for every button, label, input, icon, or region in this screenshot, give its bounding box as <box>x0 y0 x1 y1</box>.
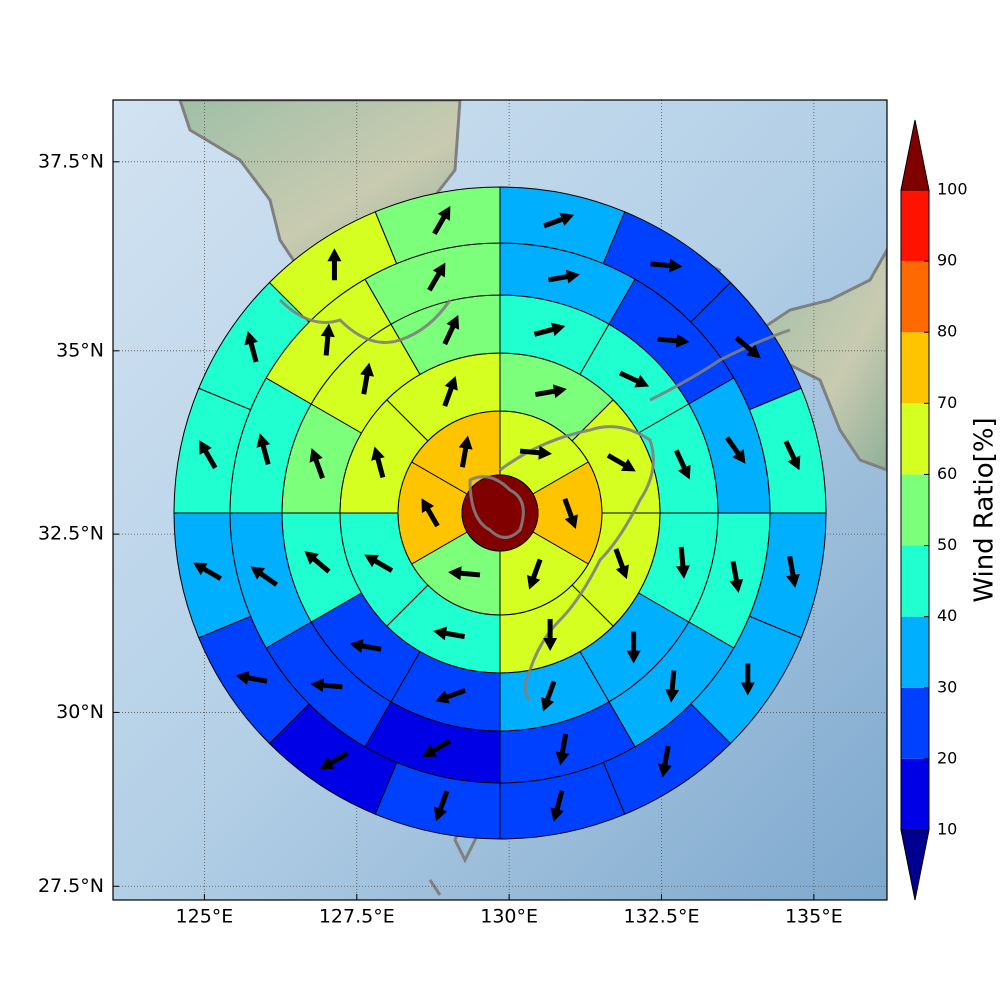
y-tick-label: 30°N <box>56 701 104 723</box>
wind-arrow <box>235 670 268 685</box>
y-tick-label: 37.5°N <box>38 150 104 172</box>
wind-arrow <box>540 680 557 712</box>
wind-arrow <box>320 323 335 356</box>
colorbar-tick-label: 30 <box>937 677 957 696</box>
y-tick-label: 35°N <box>56 339 104 361</box>
wind-arrow <box>533 322 566 337</box>
coastline <box>278 298 791 702</box>
wind-arrow <box>349 639 382 653</box>
wind-arrow <box>435 688 467 704</box>
wind-arrow <box>543 619 558 652</box>
wind-arrow <box>555 733 570 766</box>
wind-arrow <box>725 436 746 464</box>
wind-arrow <box>371 446 386 479</box>
colorbar-tick-label: 70 <box>937 393 957 412</box>
wind-arrow <box>360 362 374 395</box>
colorbar-tick-label: 40 <box>937 606 957 625</box>
colorbar-segment <box>901 758 929 830</box>
wind-arrow <box>199 440 218 470</box>
ticks: 125°E 127.5°E 130°E 132.5°E 135°E 27.5°N 30°N 3… <box>38 150 843 927</box>
wind-arrow <box>550 790 565 822</box>
wind-arrow <box>193 562 222 581</box>
wind-arrow <box>458 435 473 468</box>
wind-arrow <box>543 212 575 229</box>
wind-arrow <box>562 498 578 529</box>
wind-arrow <box>618 370 650 388</box>
x-tick-label: 132.5°E <box>624 906 700 928</box>
x-tick-label: 127.5°E <box>319 906 395 928</box>
wind-arrow <box>665 670 680 703</box>
colorbar-segment <box>901 545 929 617</box>
center-sector <box>461 474 539 552</box>
colorbar-segment <box>901 687 929 759</box>
wind-arrow <box>729 560 744 593</box>
wind-arrow <box>427 262 446 292</box>
wind-arrow <box>250 566 279 587</box>
wind-arrow <box>613 548 629 580</box>
colorbar-extend-max <box>900 119 930 191</box>
wind-arrow <box>547 269 580 284</box>
colorbar-extend-min <box>900 829 930 901</box>
colorbar: 10 20 30 40 50 60 70 80 90 100 Wind Ratio[%] <box>900 119 1000 901</box>
colorbar-segment <box>901 190 929 262</box>
x-tick-label: 125°E <box>176 906 234 928</box>
wind-arrow <box>442 315 460 346</box>
wind-arrow <box>519 445 552 460</box>
y-tick-label: 27.5°N <box>38 875 104 897</box>
wind-arrow <box>364 554 394 573</box>
wind-arrow <box>421 498 440 528</box>
wind-arrow <box>657 333 690 348</box>
wind-arrow <box>319 751 349 770</box>
colorbar-label: Wind Ratio[%] <box>970 417 1000 602</box>
colorbar-tick-label: 90 <box>937 251 957 270</box>
wind-arrow <box>256 433 271 465</box>
wind-arrow <box>740 663 755 696</box>
colorbar-tick-label: 60 <box>937 464 957 483</box>
sectors <box>173 186 827 840</box>
x-tick-label: 130°E <box>480 906 538 928</box>
wind-arrow <box>433 626 466 641</box>
wind-arrow <box>783 440 801 471</box>
wind-arrow <box>734 335 761 359</box>
colorbar-tick-label: 100 <box>937 180 968 199</box>
axes-frame <box>112 99 888 901</box>
wind-arrow <box>309 448 325 480</box>
colorbar-tick-label: 20 <box>937 748 957 767</box>
colorbar-tick-label: 50 <box>937 535 957 554</box>
wind-arrow <box>675 546 690 579</box>
colorbar-segment <box>901 474 929 546</box>
wind-arrow <box>606 453 636 472</box>
colorbar-frame <box>900 189 930 831</box>
wind-arrows <box>193 206 801 822</box>
wind-arrow <box>304 550 331 574</box>
colorbar-segment <box>901 332 929 404</box>
wind-arrow <box>650 258 683 273</box>
wind-arrow <box>786 555 800 588</box>
x-tick-label: 135°E <box>785 906 843 928</box>
wind-arrow <box>422 739 452 758</box>
wind-arrow <box>433 790 450 822</box>
wind-arrow <box>310 678 343 693</box>
wind-arrow <box>327 248 342 281</box>
colorbar-tick-label: 80 <box>937 322 957 341</box>
colorbar-tick-label: 10 <box>937 820 957 839</box>
wind-arrow <box>527 558 543 590</box>
y-tick-label: 32.5°N <box>38 523 104 545</box>
colorbar-segment <box>901 403 929 475</box>
wind-arrow <box>448 566 481 581</box>
wind-arrow <box>673 449 691 480</box>
wind-arrow <box>244 331 259 363</box>
colorbar-segment <box>901 616 929 688</box>
wind-arrow <box>626 631 641 664</box>
colorbar-segment <box>901 261 929 333</box>
wind-arrow <box>442 375 458 407</box>
wind-arrow <box>534 384 567 399</box>
wind-arrow <box>657 745 672 778</box>
wind-arrow <box>432 206 451 235</box>
